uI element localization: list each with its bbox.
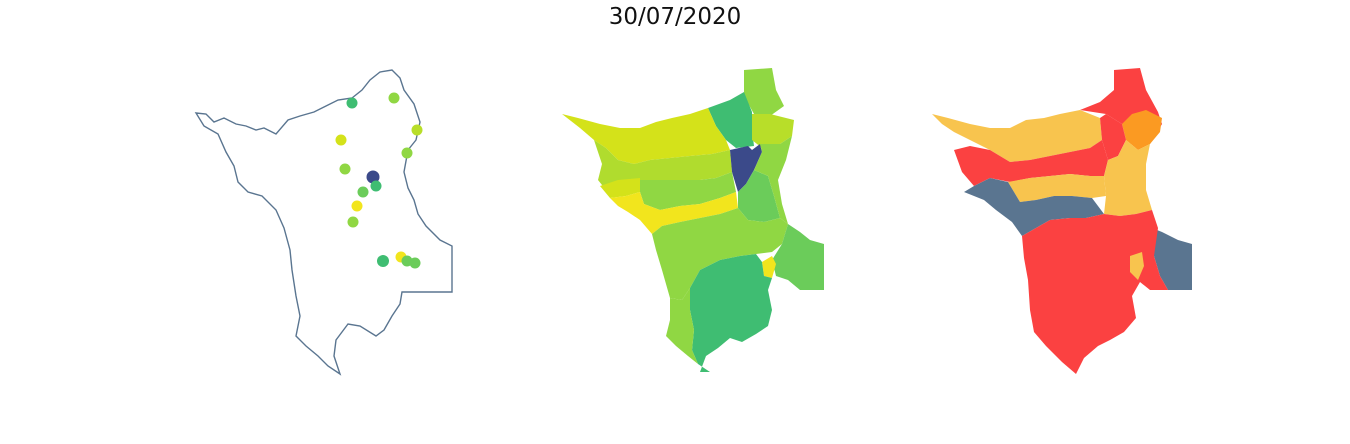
map-region bbox=[1152, 228, 1192, 290]
map-region bbox=[610, 192, 738, 234]
map-region bbox=[1022, 210, 1168, 374]
map-region bbox=[708, 92, 754, 148]
map-region bbox=[954, 140, 1108, 186]
station-point bbox=[346, 97, 358, 109]
station-point bbox=[347, 216, 359, 228]
map-region bbox=[738, 170, 780, 222]
map-region bbox=[594, 140, 732, 190]
map-region bbox=[652, 208, 788, 300]
map-region bbox=[772, 224, 824, 290]
map-region bbox=[690, 254, 772, 372]
map-region bbox=[1008, 174, 1106, 202]
map-region bbox=[1104, 140, 1152, 216]
map-region bbox=[754, 136, 792, 224]
station-point bbox=[357, 186, 369, 198]
station-point bbox=[411, 124, 423, 136]
station-point bbox=[366, 170, 380, 184]
map-region bbox=[730, 144, 762, 192]
map-region bbox=[964, 178, 1104, 236]
map-region bbox=[752, 114, 794, 148]
region-outline bbox=[194, 69, 453, 376]
map-region bbox=[1100, 114, 1126, 160]
map-region bbox=[600, 178, 640, 198]
station-point bbox=[401, 147, 413, 159]
map-region bbox=[1122, 110, 1162, 150]
map-region bbox=[762, 256, 776, 278]
station-point bbox=[351, 200, 363, 212]
map-region bbox=[932, 110, 1102, 162]
station-point bbox=[335, 134, 347, 146]
station-point bbox=[388, 92, 400, 104]
station-points bbox=[335, 92, 423, 269]
figure-title: 30/07/2020 bbox=[608, 4, 742, 30]
station-point bbox=[370, 180, 382, 192]
station-point bbox=[409, 257, 421, 269]
map-region bbox=[1130, 252, 1144, 280]
choropleth-regions bbox=[562, 68, 824, 372]
station-point bbox=[339, 163, 351, 175]
station-point bbox=[377, 255, 389, 267]
map-region bbox=[744, 68, 784, 116]
map-region bbox=[640, 172, 736, 210]
risk-regions bbox=[932, 68, 1192, 374]
map-region bbox=[562, 108, 730, 164]
map-region bbox=[666, 288, 698, 364]
